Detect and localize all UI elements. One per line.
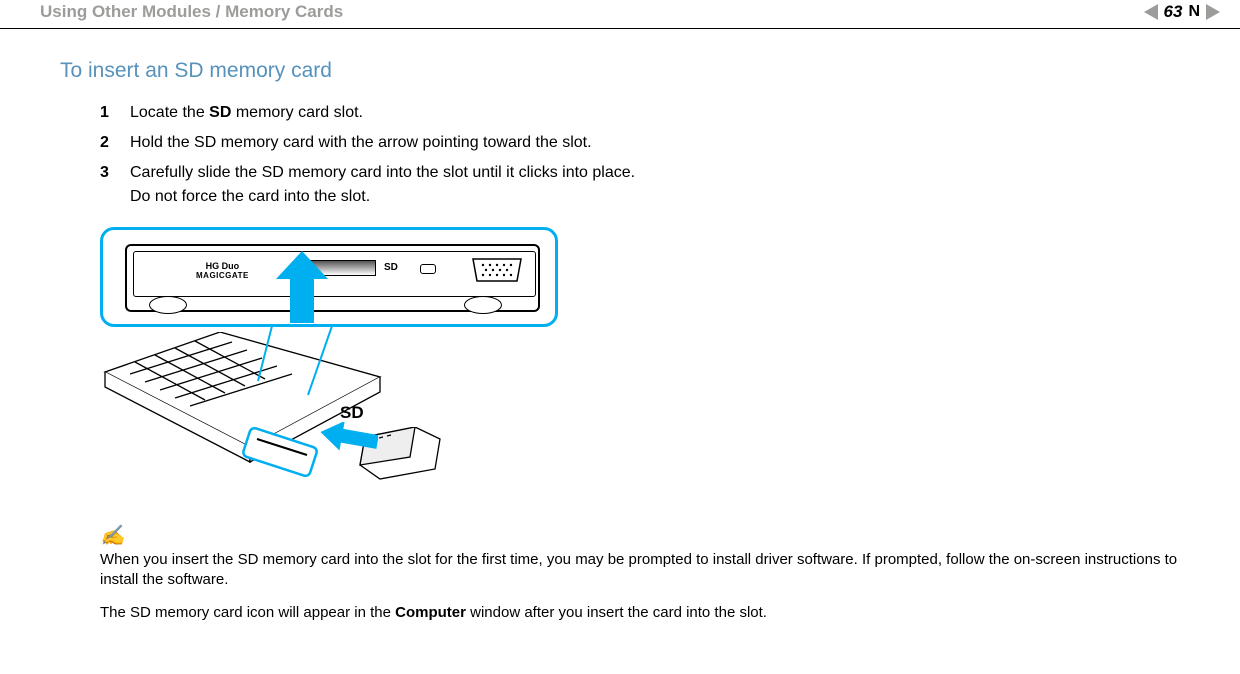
notes-section: ✍ When you insert the SD memory card int… — [60, 523, 1180, 623]
prev-page-arrow-icon[interactable] — [1144, 4, 1158, 20]
step-item: 3 Carefully slide the SD memory card int… — [100, 161, 1180, 209]
device-foot-icon — [149, 296, 187, 314]
step-text-suffix: memory card slot. — [231, 104, 363, 121]
callout-box: HG Duo MAGICGATE SD — [100, 227, 558, 327]
step-text-line2: Do not force the card into the slot. — [130, 188, 370, 205]
breadcrumb: Using Other Modules / Memory Cards — [40, 2, 343, 22]
step-text-prefix: Locate the — [130, 104, 209, 121]
page-number: 63 — [1164, 2, 1183, 22]
step-number: 3 — [100, 161, 130, 209]
note-icon: ✍ — [100, 523, 1180, 548]
device-panel-frame: HG Duo MAGICGATE SD — [125, 244, 540, 312]
note-text-suffix: window after you insert the card into th… — [466, 604, 767, 621]
vga-port-icon — [469, 257, 525, 283]
magicgate-label: HG Duo MAGICGATE — [196, 262, 249, 281]
diagram: HG Duo MAGICGATE SD — [100, 227, 580, 509]
next-page-arrow-icon[interactable] — [1206, 4, 1220, 20]
note-text: When you insert the SD memory card into … — [100, 550, 1180, 589]
page-navigation: 63 N — [1144, 2, 1220, 22]
sd-card-label: SD — [340, 403, 364, 423]
step-number: 2 — [100, 131, 130, 155]
note-text-prefix: The SD memory card icon will appear in t… — [100, 604, 395, 621]
section-title: To insert an SD memory card — [60, 59, 1180, 83]
nav-n-label: N — [1188, 3, 1200, 21]
step-text-line1: Carefully slide the SD memory card into … — [130, 164, 635, 181]
page-header: Using Other Modules / Memory Cards 63 N — [0, 0, 1240, 29]
note-text-bold: Computer — [395, 604, 466, 621]
step-item: 1 Locate the SD memory card slot. — [100, 101, 1180, 125]
step-text-bold: SD — [209, 104, 231, 121]
magicgate-line2: MAGICGATE — [196, 272, 249, 281]
sd-slot-label: SD — [384, 262, 398, 273]
step-text: Carefully slide the SD memory card into … — [130, 161, 1180, 209]
note-text: The SD memory card icon will appear in t… — [100, 603, 1180, 623]
step-text: Hold the SD memory card with the arrow p… — [130, 131, 1180, 155]
device-panel-inner: HG Duo MAGICGATE SD — [133, 251, 536, 297]
step-item: 2 Hold the SD memory card with the arrow… — [100, 131, 1180, 155]
step-number: 1 — [100, 101, 130, 125]
insert-left-arrow-icon — [320, 422, 378, 452]
page-content: To insert an SD memory card 1 Locate the… — [0, 29, 1240, 657]
device-foot-icon — [464, 296, 502, 314]
button-outline-icon — [420, 264, 436, 274]
steps-list: 1 Locate the SD memory card slot. 2 Hold… — [60, 101, 1180, 209]
step-text: Locate the SD memory card slot. — [130, 101, 1180, 125]
insert-up-arrow-icon — [276, 251, 328, 323]
